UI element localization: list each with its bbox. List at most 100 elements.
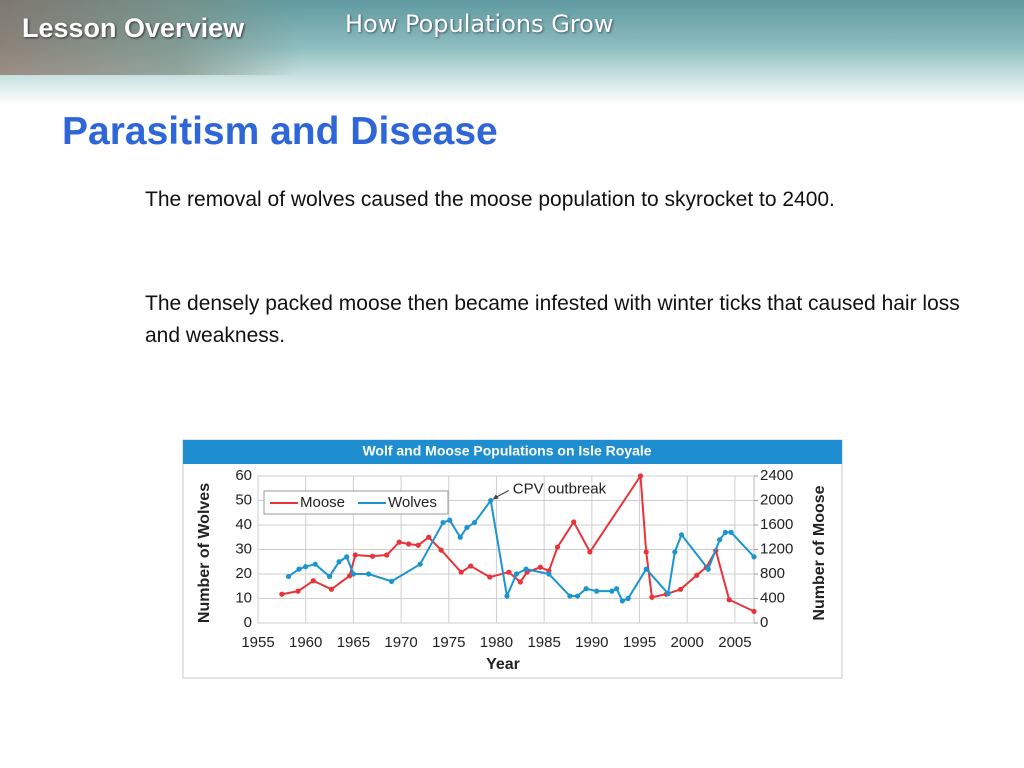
series-line xyxy=(287,498,755,603)
data-point xyxy=(464,524,470,531)
paragraph: The densely packed moose then became inf… xyxy=(145,292,960,347)
data-point xyxy=(296,566,302,572)
legend-label: Wolves xyxy=(388,494,437,511)
x-tick-label: 1975 xyxy=(432,634,465,651)
y-tick-label: 0 xyxy=(244,614,252,631)
data-point xyxy=(285,573,292,580)
y2-tick-label: 2000 xyxy=(760,491,793,508)
y2-axis-label: Number of Moose xyxy=(811,485,828,620)
data-point xyxy=(303,564,309,570)
data-point xyxy=(574,593,581,599)
data-point xyxy=(366,571,372,577)
data-point xyxy=(609,588,615,594)
data-point xyxy=(571,519,577,525)
x-tick-label: 1955 xyxy=(241,634,274,651)
data-point xyxy=(614,586,620,592)
data-point xyxy=(369,553,376,559)
y-tick-label: 50 xyxy=(235,491,252,508)
data-point xyxy=(487,574,493,580)
data-point xyxy=(728,529,734,535)
y2-tick-label: 0 xyxy=(760,614,768,631)
data-point xyxy=(517,579,523,585)
y2-tick-label: 1200 xyxy=(760,540,793,557)
data-point xyxy=(310,578,316,584)
header-photo xyxy=(0,0,300,75)
data-point xyxy=(468,563,474,569)
data-point xyxy=(471,519,478,526)
data-point xyxy=(672,549,678,555)
x-tick-label: 1965 xyxy=(337,634,370,651)
data-point xyxy=(415,542,421,548)
data-point xyxy=(328,586,335,592)
data-point xyxy=(488,497,494,504)
data-point xyxy=(440,519,446,526)
data-point xyxy=(649,594,655,600)
x-axis-label: Year xyxy=(486,656,520,673)
data-point xyxy=(717,537,723,543)
data-point xyxy=(594,588,600,594)
data-point xyxy=(643,549,649,555)
data-point xyxy=(279,591,285,597)
data-point xyxy=(546,571,552,577)
data-point xyxy=(537,564,543,570)
y-tick-label: 60 xyxy=(235,467,252,484)
data-point xyxy=(438,547,444,553)
data-point xyxy=(513,571,520,577)
topic-label: How Populations Grow xyxy=(345,10,614,38)
legend-label: Moose xyxy=(300,494,345,511)
y2-tick-label: 2400 xyxy=(760,467,793,484)
y2-tick-label: 800 xyxy=(760,565,785,582)
data-point xyxy=(625,595,631,602)
x-tick-label: 1995 xyxy=(623,634,656,651)
data-point xyxy=(678,532,685,538)
data-point xyxy=(506,569,512,575)
data-point xyxy=(396,539,402,545)
x-tick-label: 2000 xyxy=(671,634,704,651)
x-tick-label: 1985 xyxy=(527,634,560,651)
y-tick-label: 40 xyxy=(235,516,252,533)
data-point xyxy=(587,549,593,555)
data-point xyxy=(312,561,318,567)
data-point xyxy=(384,552,390,558)
data-point xyxy=(619,598,625,604)
y-tick-label: 10 xyxy=(235,589,252,606)
x-tick-label: 1980 xyxy=(480,634,513,651)
x-tick-label: 1960 xyxy=(289,634,322,651)
y2-tick-label: 400 xyxy=(760,589,785,606)
x-tick-label: 2005 xyxy=(718,634,751,651)
data-point xyxy=(458,569,464,575)
data-point xyxy=(665,591,671,597)
data-point xyxy=(344,554,350,560)
paragraph: The removal of wolves caused the moose p… xyxy=(145,188,835,211)
data-point xyxy=(326,573,333,580)
data-point xyxy=(447,517,453,523)
annotation-arrowhead xyxy=(492,494,499,500)
data-point xyxy=(643,566,649,572)
data-point xyxy=(336,559,342,565)
data-point xyxy=(637,473,644,479)
data-point xyxy=(694,572,700,578)
y2-tick-label: 1600 xyxy=(760,516,793,533)
data-point xyxy=(751,554,757,560)
data-point xyxy=(352,552,358,558)
data-point xyxy=(583,586,589,592)
data-point xyxy=(751,608,757,614)
data-point xyxy=(417,561,423,567)
data-point xyxy=(388,578,395,584)
data-point xyxy=(722,529,728,535)
annotation: CPV outbreak xyxy=(513,480,607,497)
data-point xyxy=(350,571,356,577)
x-tick-label: 1990 xyxy=(575,634,608,651)
x-tick-label: 1970 xyxy=(384,634,417,651)
y-tick-label: 30 xyxy=(235,540,252,557)
data-point xyxy=(295,588,301,594)
chart-title-bar xyxy=(183,440,842,464)
data-point xyxy=(523,566,529,572)
section-label: Lesson Overview xyxy=(22,13,245,43)
data-point xyxy=(554,544,561,550)
chart-title: Wolf and Moose Populations on Isle Royal… xyxy=(362,443,651,459)
header-band xyxy=(0,0,1024,105)
y-tick-label: 20 xyxy=(235,565,252,582)
